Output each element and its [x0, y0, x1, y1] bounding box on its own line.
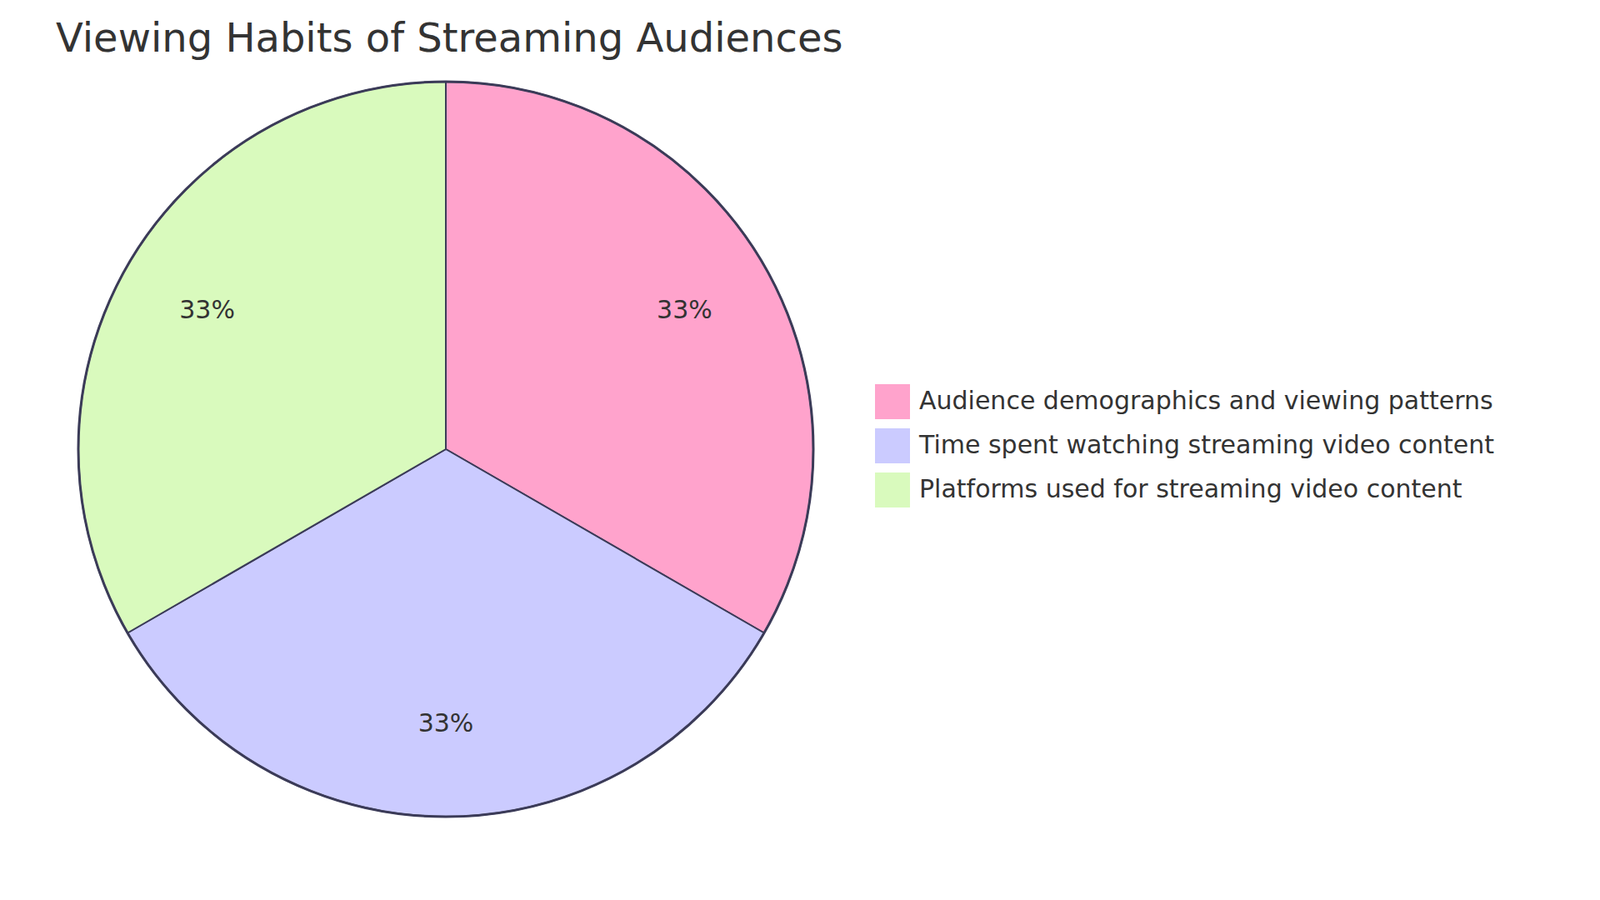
pie-outline [78, 81, 814, 817]
data-label: 33% [418, 708, 475, 738]
legend-label: Audience demographics and viewing patter… [919, 385, 1494, 415]
legend-label: Platforms used for streaming video conte… [919, 474, 1463, 504]
slices [78, 81, 814, 817]
legend: Audience demographics and viewing patter… [874, 383, 1495, 509]
legend-swatch [874, 383, 911, 420]
legend-swatch [874, 427, 911, 465]
data-label: 33% [179, 295, 235, 325]
data-label: 33% [656, 295, 713, 325]
slice [78, 81, 446, 634]
legend-swatch [874, 471, 911, 509]
legend-label: Time spent watching streaming video cont… [918, 430, 1495, 460]
title: Viewing Habits of Streaming Audiences [55, 14, 843, 61]
chart: Viewing Habits of Streaming Audiences 33%… [0, 0, 1600, 900]
